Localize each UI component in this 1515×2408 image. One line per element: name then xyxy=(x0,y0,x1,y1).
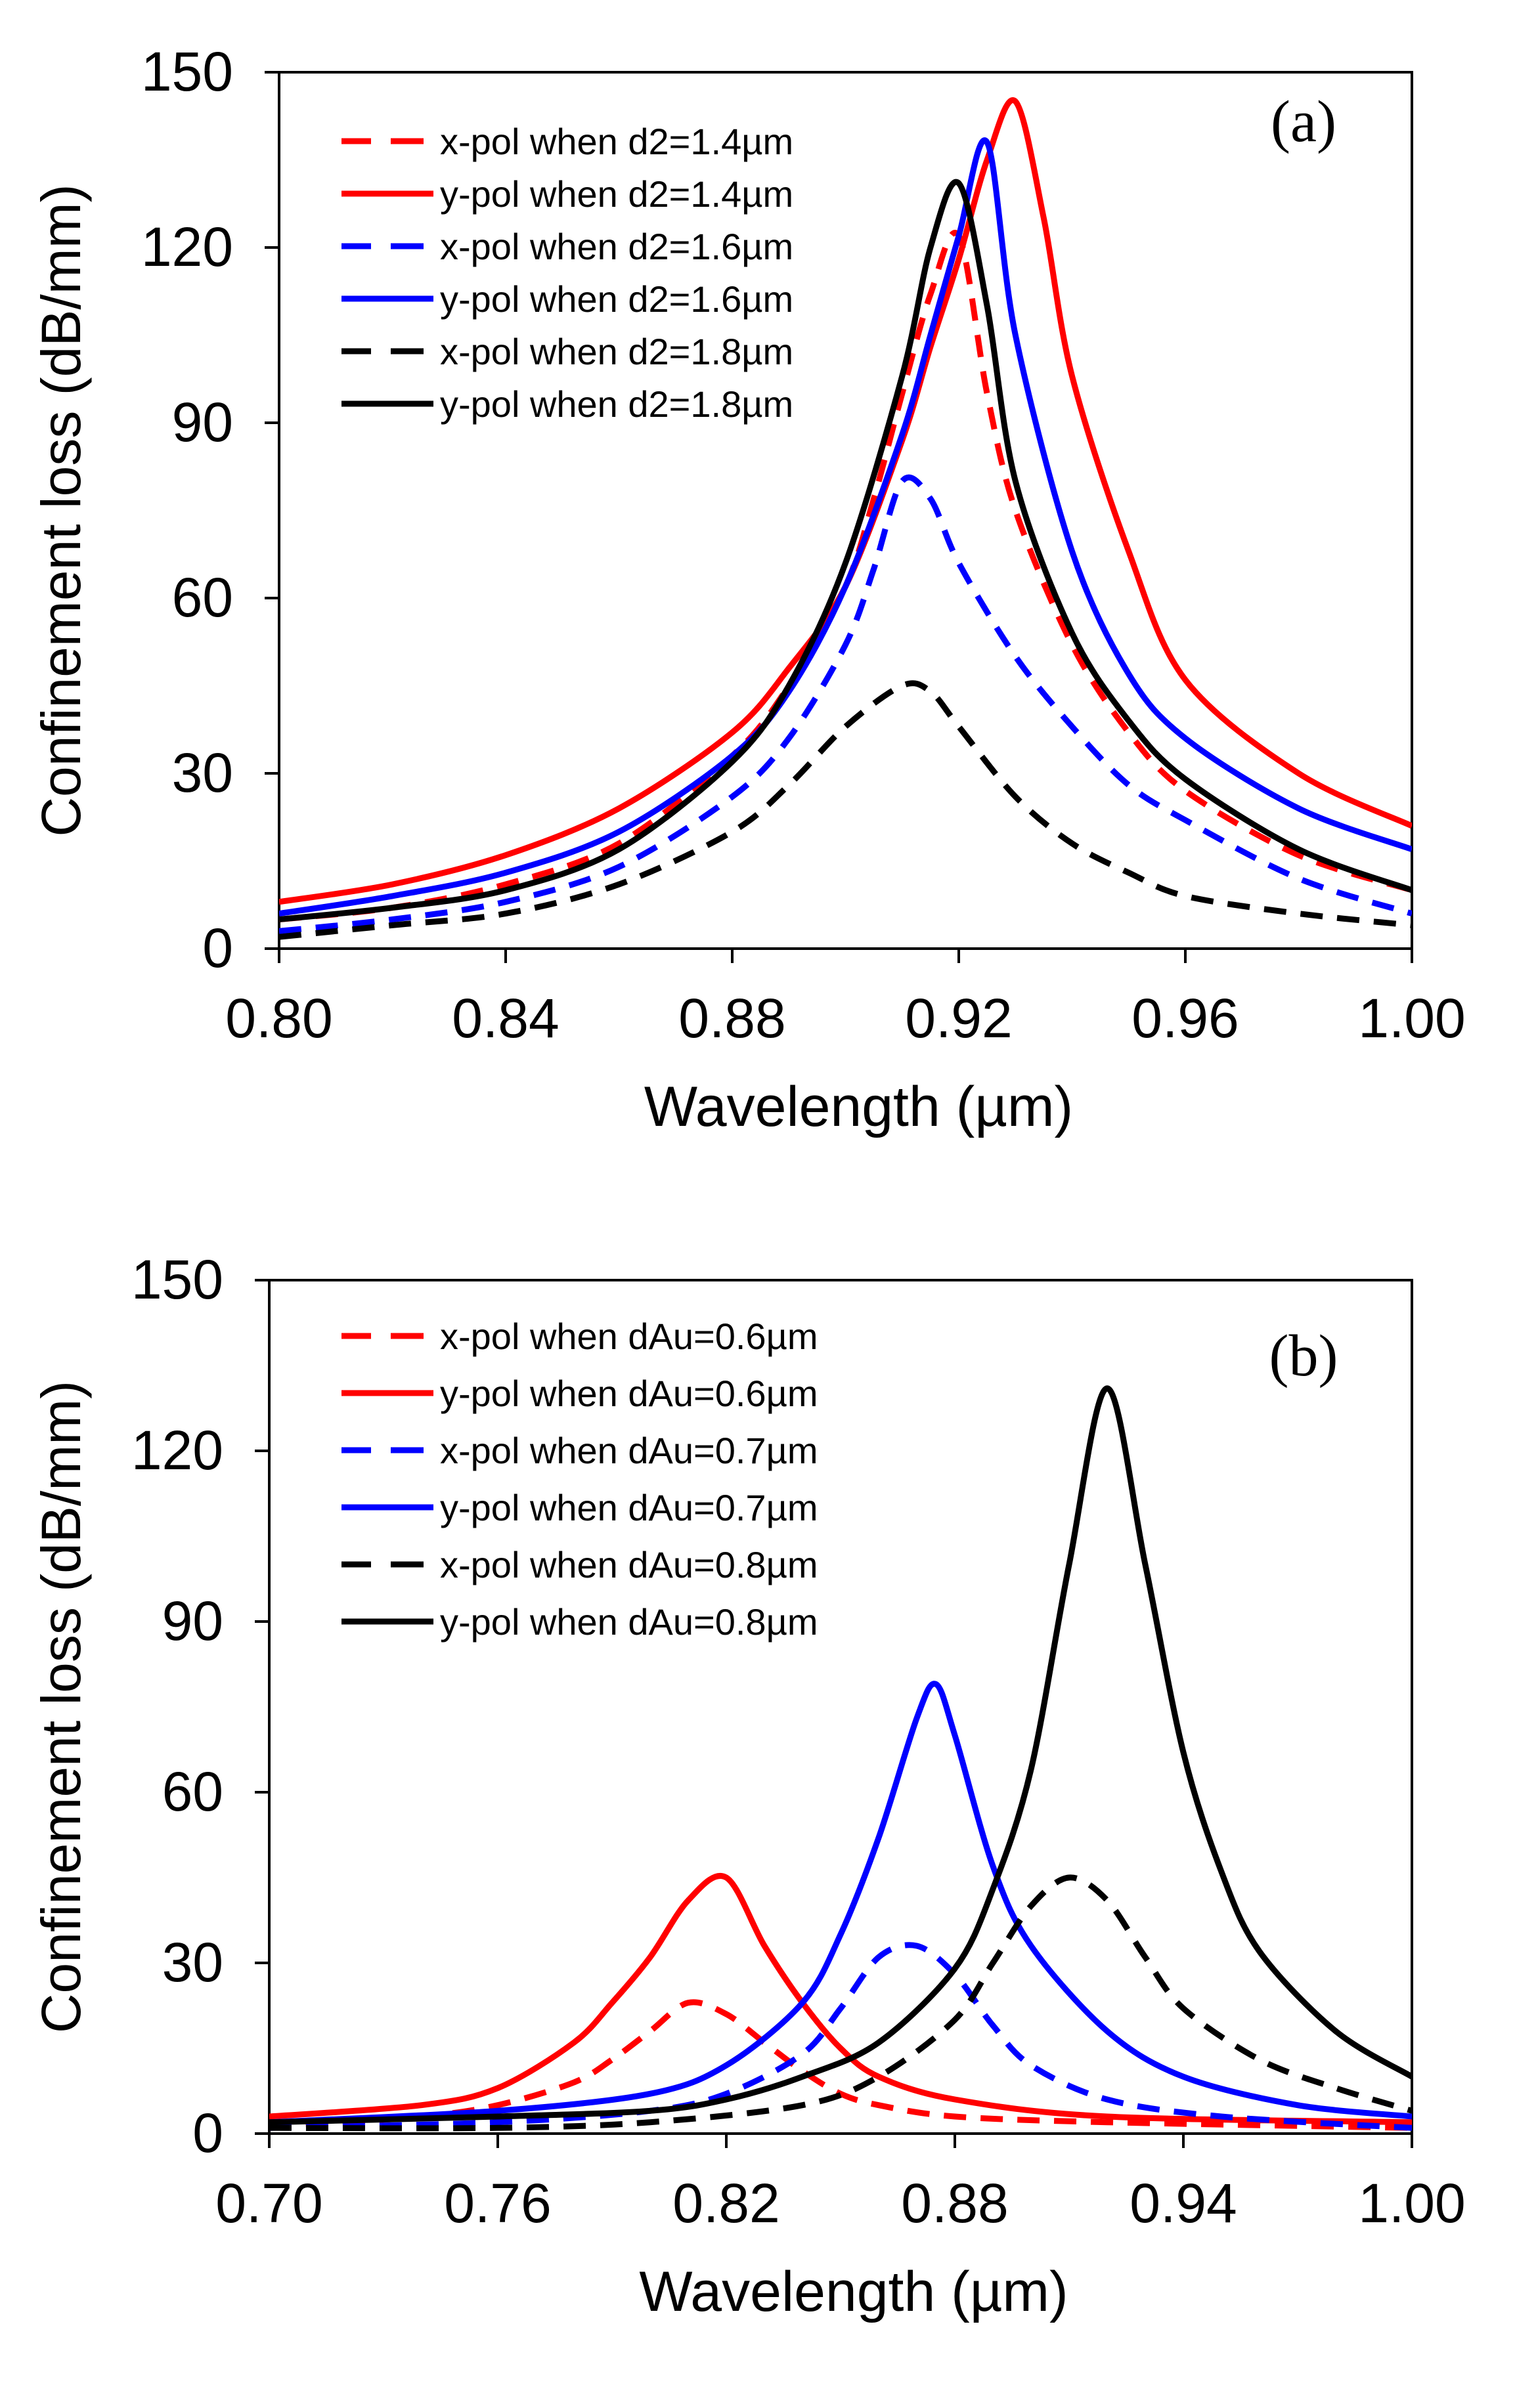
legend-label: y-pol when d2=1.8µm xyxy=(440,383,793,425)
x-tick-label: 0.82 xyxy=(672,2172,780,2234)
x-tick-label: 0.70 xyxy=(215,2172,323,2234)
y-tick-label: 150 xyxy=(131,1249,223,1310)
series-line-3 xyxy=(279,137,1412,917)
y-axis-title: Confinement loss (dB/mm) xyxy=(30,1381,92,2033)
legend-label: x-pol when dAu=0.8µm xyxy=(440,1544,818,1585)
y-tick-label: 150 xyxy=(141,41,233,102)
series-line-1 xyxy=(269,1872,1412,2126)
y-tick-label: 30 xyxy=(162,1931,223,1993)
series-line-3 xyxy=(269,1681,1412,2126)
series-line-0 xyxy=(279,230,1412,922)
legend-label: y-pol when d2=1.4µm xyxy=(440,173,793,215)
legend-label: y-pol when dAu=0.6µm xyxy=(440,1373,818,1414)
x-tick-label: 1.00 xyxy=(1358,987,1466,1049)
y-tick-label: 60 xyxy=(172,567,233,628)
panel-b-chart: 0.70 0.76 0.82 0.88 0.94 1.00 0 30 60 90 120 150 Wav… xyxy=(30,1249,1466,2323)
legend-label: x-pol when dAu=0.6µm xyxy=(440,1316,818,1357)
series-line-5 xyxy=(269,1385,1412,2126)
legend-label: x-pol when dAu=0.7µm xyxy=(440,1430,818,1471)
y-tick-label: 90 xyxy=(172,391,233,453)
x-tick-label: 0.88 xyxy=(901,2172,1009,2234)
series-line-4 xyxy=(269,1874,1412,2132)
legend-label: x-pol when d2=1.8µm xyxy=(440,331,793,372)
y-tick-label: 90 xyxy=(162,1590,223,1652)
series-line-1 xyxy=(279,97,1412,905)
x-axis-title: Wavelength (µm) xyxy=(639,2260,1068,2323)
panel-label: (a) xyxy=(1271,89,1336,154)
x-axis-title: Wavelength (µm) xyxy=(644,1075,1073,1138)
legend-label: y-pol when d2=1.6µm xyxy=(440,278,793,320)
y-tick-label: 0 xyxy=(192,2102,223,2164)
series-line-2 xyxy=(269,1942,1412,2131)
series-line-0 xyxy=(269,1999,1412,2131)
series-line-2 xyxy=(279,474,1412,934)
panel-a-chart: 0.80 0.84 0.88 0.92 0.96 1.00 0 30 60 90 120 150 Wav… xyxy=(30,41,1466,1138)
series-line-4 xyxy=(279,680,1412,940)
panel-label: (b) xyxy=(1269,1323,1338,1388)
x-tick-label: 0.92 xyxy=(905,987,1013,1049)
x-tick-label: 0.88 xyxy=(678,987,786,1049)
y-tick-label: 30 xyxy=(172,742,233,804)
y-tick-label: 60 xyxy=(162,1761,223,1822)
x-tick-label: 0.96 xyxy=(1131,987,1239,1049)
x-tick-label: 0.84 xyxy=(452,987,560,1049)
legend-label: y-pol when dAu=0.8µm xyxy=(440,1601,818,1643)
y-tick-label: 0 xyxy=(202,917,233,979)
y-tick-label: 120 xyxy=(141,216,233,278)
y-axis-title: Confinement loss (dB/mm) xyxy=(30,184,92,836)
x-tick-label: 0.80 xyxy=(225,987,333,1049)
y-tick-label: 120 xyxy=(131,1419,223,1481)
x-tick-label: 1.00 xyxy=(1358,2172,1466,2234)
legend-label: x-pol when d2=1.4µm xyxy=(440,121,793,162)
x-tick-label: 0.76 xyxy=(444,2172,552,2234)
x-tick-label: 0.94 xyxy=(1130,2172,1237,2234)
plot-frame xyxy=(278,71,1413,950)
legend-label: y-pol when dAu=0.7µm xyxy=(440,1487,818,1528)
plot-frame xyxy=(268,1279,1413,2135)
series-line-5 xyxy=(279,179,1412,922)
legend-label: x-pol when d2=1.6µm xyxy=(440,226,793,267)
